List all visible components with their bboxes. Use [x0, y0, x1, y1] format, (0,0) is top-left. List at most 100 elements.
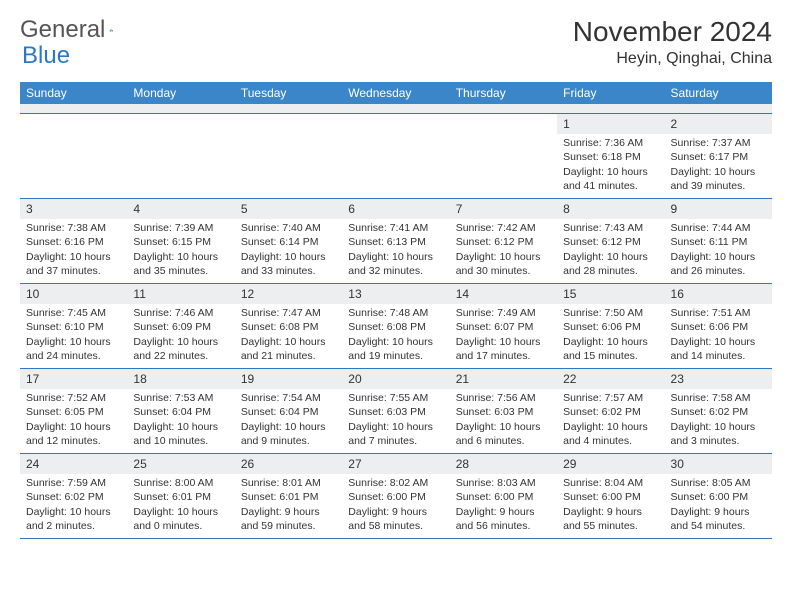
day-body: Sunrise: 7:46 AMSunset: 6:09 PMDaylight:…	[127, 304, 234, 367]
day-cell: 28Sunrise: 8:03 AMSunset: 6:00 PMDayligh…	[450, 454, 557, 538]
day-number: 17	[20, 369, 127, 389]
day-cell: 13Sunrise: 7:48 AMSunset: 6:08 PMDayligh…	[342, 284, 449, 368]
day-number: 3	[20, 199, 127, 219]
daylight-text: Daylight: 10 hours and 39 minutes.	[671, 165, 766, 193]
day-cell: 25Sunrise: 8:00 AMSunset: 6:01 PMDayligh…	[127, 454, 234, 538]
brand-sail-icon	[109, 20, 113, 40]
week-row: 10Sunrise: 7:45 AMSunset: 6:10 PMDayligh…	[20, 284, 772, 369]
day-number: 4	[127, 199, 234, 219]
sunset-text: Sunset: 6:06 PM	[671, 320, 766, 334]
day-body: Sunrise: 7:41 AMSunset: 6:13 PMDaylight:…	[342, 219, 449, 282]
day-number: 15	[557, 284, 664, 304]
sunrise-text: Sunrise: 7:57 AM	[563, 391, 658, 405]
daylight-text: Daylight: 10 hours and 3 minutes.	[671, 420, 766, 448]
sunset-text: Sunset: 6:05 PM	[26, 405, 121, 419]
calendar: Sunday Monday Tuesday Wednesday Thursday…	[20, 82, 772, 539]
daylight-text: Daylight: 10 hours and 21 minutes.	[241, 335, 336, 363]
sunrise-text: Sunrise: 7:55 AM	[348, 391, 443, 405]
sunrise-text: Sunrise: 7:42 AM	[456, 221, 551, 235]
day-body: Sunrise: 8:01 AMSunset: 6:01 PMDaylight:…	[235, 474, 342, 537]
sunset-text: Sunset: 6:04 PM	[133, 405, 228, 419]
daylight-text: Daylight: 10 hours and 12 minutes.	[26, 420, 121, 448]
day-number: 1	[557, 114, 664, 134]
daylight-text: Daylight: 9 hours and 59 minutes.	[241, 505, 336, 533]
day-body: Sunrise: 7:44 AMSunset: 6:11 PMDaylight:…	[665, 219, 772, 282]
day-body: Sunrise: 7:58 AMSunset: 6:02 PMDaylight:…	[665, 389, 772, 452]
day-cell	[450, 114, 557, 198]
sunset-text: Sunset: 6:12 PM	[456, 235, 551, 249]
sunrise-text: Sunrise: 7:48 AM	[348, 306, 443, 320]
daylight-text: Daylight: 10 hours and 19 minutes.	[348, 335, 443, 363]
sunset-text: Sunset: 6:15 PM	[133, 235, 228, 249]
day-number: 21	[450, 369, 557, 389]
day-body: Sunrise: 7:36 AMSunset: 6:18 PMDaylight:…	[557, 134, 664, 197]
sunset-text: Sunset: 6:02 PM	[563, 405, 658, 419]
day-body: Sunrise: 7:39 AMSunset: 6:15 PMDaylight:…	[127, 219, 234, 282]
daylight-text: Daylight: 10 hours and 33 minutes.	[241, 250, 336, 278]
day-cell: 19Sunrise: 7:54 AMSunset: 6:04 PMDayligh…	[235, 369, 342, 453]
week-row: 1Sunrise: 7:36 AMSunset: 6:18 PMDaylight…	[20, 114, 772, 199]
day-cell: 29Sunrise: 8:04 AMSunset: 6:00 PMDayligh…	[557, 454, 664, 538]
daylight-text: Daylight: 10 hours and 37 minutes.	[26, 250, 121, 278]
day-number: 29	[557, 454, 664, 474]
sunrise-text: Sunrise: 7:38 AM	[26, 221, 121, 235]
sunrise-text: Sunrise: 7:58 AM	[671, 391, 766, 405]
sunset-text: Sunset: 6:04 PM	[241, 405, 336, 419]
daylight-text: Daylight: 10 hours and 4 minutes.	[563, 420, 658, 448]
day-cell: 2Sunrise: 7:37 AMSunset: 6:17 PMDaylight…	[665, 114, 772, 198]
sunset-text: Sunset: 6:09 PM	[133, 320, 228, 334]
daylight-text: Daylight: 10 hours and 6 minutes.	[456, 420, 551, 448]
sunset-text: Sunset: 6:03 PM	[456, 405, 551, 419]
sunset-text: Sunset: 6:00 PM	[456, 490, 551, 504]
day-number: 12	[235, 284, 342, 304]
sunrise-text: Sunrise: 7:43 AM	[563, 221, 658, 235]
day-number: 16	[665, 284, 772, 304]
day-number: 20	[342, 369, 449, 389]
sunrise-text: Sunrise: 8:04 AM	[563, 476, 658, 490]
day-cell: 20Sunrise: 7:55 AMSunset: 6:03 PMDayligh…	[342, 369, 449, 453]
daylight-text: Daylight: 10 hours and 15 minutes.	[563, 335, 658, 363]
day-body: Sunrise: 7:38 AMSunset: 6:16 PMDaylight:…	[20, 219, 127, 282]
day-body: Sunrise: 7:42 AMSunset: 6:12 PMDaylight:…	[450, 219, 557, 282]
sunrise-text: Sunrise: 7:40 AM	[241, 221, 336, 235]
day-cell: 14Sunrise: 7:49 AMSunset: 6:07 PMDayligh…	[450, 284, 557, 368]
sunset-text: Sunset: 6:00 PM	[348, 490, 443, 504]
sunset-text: Sunset: 6:02 PM	[671, 405, 766, 419]
sunrise-text: Sunrise: 8:01 AM	[241, 476, 336, 490]
day-number: 7	[450, 199, 557, 219]
weekday-sun: Sunday	[20, 82, 127, 104]
day-number: 2	[665, 114, 772, 134]
sunrise-text: Sunrise: 7:49 AM	[456, 306, 551, 320]
daylight-text: Daylight: 10 hours and 14 minutes.	[671, 335, 766, 363]
weeks-container: 1Sunrise: 7:36 AMSunset: 6:18 PMDaylight…	[20, 114, 772, 539]
day-cell	[342, 114, 449, 198]
day-cell	[235, 114, 342, 198]
day-body: Sunrise: 8:02 AMSunset: 6:00 PMDaylight:…	[342, 474, 449, 537]
day-number: 30	[665, 454, 772, 474]
day-number: 24	[20, 454, 127, 474]
sunset-text: Sunset: 6:03 PM	[348, 405, 443, 419]
month-title: November 2024	[573, 16, 772, 48]
day-number: 27	[342, 454, 449, 474]
sunset-text: Sunset: 6:17 PM	[671, 150, 766, 164]
sunset-text: Sunset: 6:01 PM	[133, 490, 228, 504]
day-body: Sunrise: 7:48 AMSunset: 6:08 PMDaylight:…	[342, 304, 449, 367]
day-number: 13	[342, 284, 449, 304]
day-number: 10	[20, 284, 127, 304]
sunrise-text: Sunrise: 7:52 AM	[26, 391, 121, 405]
day-number: 8	[557, 199, 664, 219]
day-body: Sunrise: 7:55 AMSunset: 6:03 PMDaylight:…	[342, 389, 449, 452]
day-cell: 17 Sunrise: 7:52 AMSunset: 6:05 PMDayligh…	[20, 369, 127, 453]
day-cell: 18Sunrise: 7:53 AMSunset: 6:04 PMDayligh…	[127, 369, 234, 453]
sunset-text: Sunset: 6:08 PM	[241, 320, 336, 334]
day-cell: 6Sunrise: 7:41 AMSunset: 6:13 PMDaylight…	[342, 199, 449, 283]
sunrise-text: Sunrise: 8:05 AM	[671, 476, 766, 490]
day-cell: 10Sunrise: 7:45 AMSunset: 6:10 PMDayligh…	[20, 284, 127, 368]
day-body: Sunrise: 7:43 AMSunset: 6:12 PMDaylight:…	[557, 219, 664, 282]
day-number: 9	[665, 199, 772, 219]
daylight-text: Daylight: 9 hours and 58 minutes.	[348, 505, 443, 533]
daylight-text: Daylight: 10 hours and 9 minutes.	[241, 420, 336, 448]
sunrise-text: Sunrise: 7:56 AM	[456, 391, 551, 405]
brand-word2-wrap: Blue	[22, 42, 70, 70]
weekday-header-row: Sunday Monday Tuesday Wednesday Thursday…	[20, 82, 772, 104]
